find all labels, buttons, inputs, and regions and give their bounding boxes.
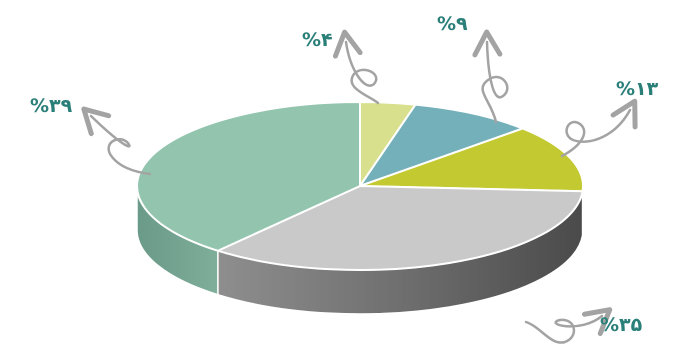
slice-13-label: %۱۳	[616, 78, 659, 100]
slice-4-arrow	[332, 29, 380, 105]
slice-39-top	[136, 101, 361, 252]
slice-labels: %۴ %۹ %۱۳ %۳۵ %۳۹	[30, 13, 659, 336]
slice-4-label: %۴	[302, 29, 333, 51]
pie-top-layer	[136, 101, 584, 271]
slice-9-top	[359, 103, 524, 187]
slice-13-top	[359, 127, 584, 193]
slice-9-label: %۹	[437, 13, 468, 35]
slice-13-arrow	[560, 98, 638, 158]
slice-35-label: %۳۵	[600, 314, 643, 336]
slice-9-arrow	[472, 29, 509, 124]
slice-39-label: %۳۹	[30, 95, 73, 117]
callout-arrows	[81, 29, 638, 344]
slice-35-arrow	[524, 307, 613, 344]
slice-35-top	[216, 185, 584, 271]
slice-39-arrow	[81, 106, 152, 176]
